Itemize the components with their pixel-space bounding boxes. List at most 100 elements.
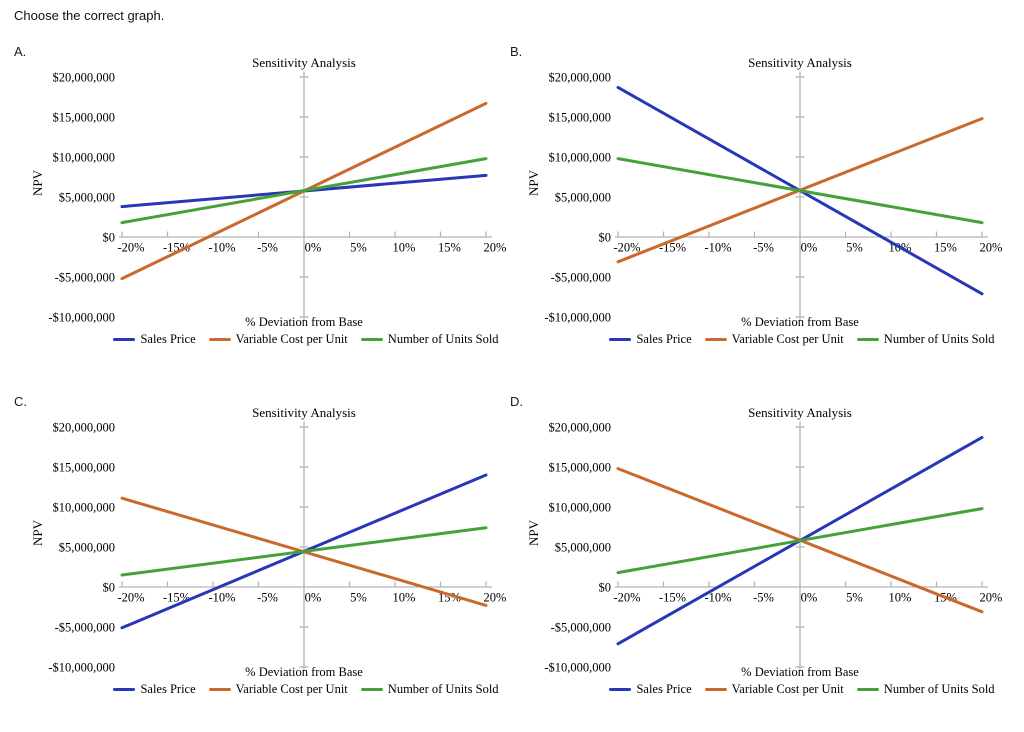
- y-tick-label: $15,000,000: [549, 111, 612, 125]
- legend-item-sales-price: Sales Price: [609, 682, 692, 697]
- x-tick-label: -20%: [117, 591, 144, 605]
- x-axis-title: % Deviation from Base: [245, 315, 363, 329]
- x-tick-label: -5%: [753, 591, 774, 605]
- y-axis-title: NPV: [30, 169, 45, 196]
- x-tick-label: 20%: [484, 591, 507, 605]
- y-tick-label: -$5,000,000: [551, 271, 611, 285]
- y-tick-label: $0: [599, 231, 612, 245]
- series-line-number-of-units-sold: [616, 157, 984, 225]
- chart-title: Sensitivity Analysis: [748, 405, 852, 420]
- legend-label-number-of-units-sold: Number of Units Sold: [883, 682, 995, 696]
- y-tick-label: -$5,000,000: [55, 271, 115, 285]
- legend-dash-sales-price: [609, 688, 632, 691]
- legend-item-variable-cost-per-unit: Variable Cost per Unit: [704, 332, 844, 347]
- x-tick-label: -10%: [704, 241, 731, 255]
- x-tick-label: -10%: [704, 591, 731, 605]
- y-axis-title: NPV: [30, 519, 45, 546]
- x-tick-label: 20%: [980, 591, 1003, 605]
- x-tick-label: 15%: [934, 241, 957, 255]
- chart-canvas: Sensitivity Analysis-20% -15% -10% -5% 0% 5% 1…: [526, 55, 1003, 329]
- x-tick-label: -15%: [163, 241, 190, 255]
- x-tick-label: -20%: [613, 591, 640, 605]
- legend-label-sales-price: Sales Price: [140, 332, 196, 346]
- legend-label-sales-price: Sales Price: [636, 332, 692, 346]
- legend-label-number-of-units-sold: Number of Units Sold: [883, 332, 995, 346]
- legend-dash-number-of-units-sold: [856, 338, 879, 341]
- option-label-b[interactable]: B.: [510, 44, 523, 59]
- legend-item-sales-price: Sales Price: [609, 332, 692, 347]
- y-tick-label: -$10,000,000: [544, 661, 611, 675]
- legend-item-sales-price: Sales Price: [113, 682, 196, 697]
- x-tick-label: -5%: [257, 241, 278, 255]
- chart-title: Sensitivity Analysis: [252, 405, 356, 420]
- option-label-c[interactable]: C.: [14, 394, 27, 409]
- y-tick-label: -$5,000,000: [55, 621, 115, 635]
- y-tick-label: -$10,000,000: [544, 311, 611, 325]
- y-tick-label: $0: [103, 581, 116, 595]
- chart-d-legend: Sales Price Variable Cost per Unit Number …: [609, 682, 995, 697]
- y-tick-label: $15,000,000: [53, 461, 116, 475]
- series-line-number-of-units-sold: [120, 526, 488, 577]
- x-axis-title: % Deviation from Base: [741, 315, 859, 329]
- legend-item-variable-cost-per-unit: Variable Cost per Unit: [208, 682, 348, 697]
- option-label-a[interactable]: A.: [14, 44, 27, 59]
- y-tick-label: $0: [599, 581, 612, 595]
- x-axis-title: % Deviation from Base: [741, 665, 859, 679]
- x-tick-label: 0%: [801, 591, 818, 605]
- x-tick-label: 0%: [305, 241, 322, 255]
- legend-item-number-of-units-sold: Number of Units Sold: [360, 682, 499, 697]
- y-tick-label: $20,000,000: [53, 71, 116, 85]
- y-tick-label: $10,000,000: [549, 151, 612, 165]
- x-tick-label: 5%: [350, 241, 367, 255]
- legend-item-number-of-units-sold: Number of Units Sold: [856, 682, 995, 697]
- chart-canvas: Sensitivity Analysis-20% -15% -10% -5% 0% 5% 1…: [30, 55, 507, 329]
- legend-item-number-of-units-sold: Number of Units Sold: [360, 332, 499, 347]
- legend-dash-variable-cost-per-unit: [208, 688, 231, 691]
- x-tick-label: 15%: [438, 241, 461, 255]
- chart-option-c[interactable]: C. Sensitivity Analysis -20% -15% -10% -5% 0%…: [8, 394, 508, 712]
- y-tick-label: $20,000,000: [53, 421, 116, 435]
- y-tick-label: -$10,000,000: [48, 661, 115, 675]
- legend-label-variable-cost-per-unit: Variable Cost per Unit: [731, 332, 844, 346]
- legend-item-sales-price: Sales Price: [113, 332, 196, 347]
- y-tick-label: $10,000,000: [53, 501, 116, 515]
- legend-label-variable-cost-per-unit: Variable Cost per Unit: [731, 682, 844, 696]
- chart-option-d[interactable]: D. Sensitivity Analysis -20% -15% -10% -5% 0%…: [504, 394, 1004, 712]
- y-tick-label: $15,000,000: [549, 461, 612, 475]
- legend-label-variable-cost-per-unit: Variable Cost per Unit: [235, 682, 348, 696]
- chart-title: Sensitivity Analysis: [748, 55, 852, 70]
- x-tick-label: 10%: [393, 241, 416, 255]
- y-tick-label: $5,000,000: [59, 191, 115, 205]
- y-tick-label: $15,000,000: [53, 111, 116, 125]
- y-tick-label: $0: [103, 231, 116, 245]
- x-tick-label: 20%: [980, 241, 1003, 255]
- chart-canvas: Sensitivity Analysis-20% -15% -10% -5% 0% 5% 1…: [526, 405, 1003, 679]
- series-line-number-of-units-sold: [616, 507, 984, 575]
- legend-label-number-of-units-sold: Number of Units Sold: [387, 332, 499, 346]
- x-tick-label: 0%: [305, 591, 322, 605]
- y-axis-title: NPV: [526, 519, 541, 546]
- chart-c-legend: Sales Price Variable Cost per Unit Number …: [113, 682, 499, 697]
- chart-title: Sensitivity Analysis: [252, 55, 356, 70]
- legend-item-variable-cost-per-unit: Variable Cost per Unit: [704, 682, 844, 697]
- option-label-d[interactable]: D.: [510, 394, 523, 409]
- legend-dash-number-of-units-sold: [856, 688, 879, 691]
- legend-dash-variable-cost-per-unit: [704, 688, 727, 691]
- legend-dash-sales-price: [113, 338, 136, 341]
- chart-option-a[interactable]: A. Sensitivity Analysis -20% -15% -10% -5% 0%…: [8, 44, 508, 362]
- y-tick-label: $10,000,000: [53, 151, 116, 165]
- x-tick-label: 10%: [393, 591, 416, 605]
- legend-label-sales-price: Sales Price: [140, 682, 196, 696]
- chart-a-legend: Sales Price Variable Cost per Unit Number …: [113, 332, 499, 347]
- y-tick-label: $5,000,000: [59, 541, 115, 555]
- y-tick-label: -$10,000,000: [48, 311, 115, 325]
- x-tick-label: 20%: [484, 241, 507, 255]
- legend-dash-number-of-units-sold: [360, 688, 383, 691]
- legend-item-number-of-units-sold: Number of Units Sold: [856, 332, 995, 347]
- chart-option-b[interactable]: B. Sensitivity Analysis -20% -15% -10% -5% 0%…: [504, 44, 1004, 362]
- x-tick-label: -10%: [208, 241, 235, 255]
- legend-label-number-of-units-sold: Number of Units Sold: [387, 682, 499, 696]
- legend-dash-sales-price: [609, 338, 632, 341]
- y-axis-title: NPV: [526, 169, 541, 196]
- legend-label-sales-price: Sales Price: [636, 682, 692, 696]
